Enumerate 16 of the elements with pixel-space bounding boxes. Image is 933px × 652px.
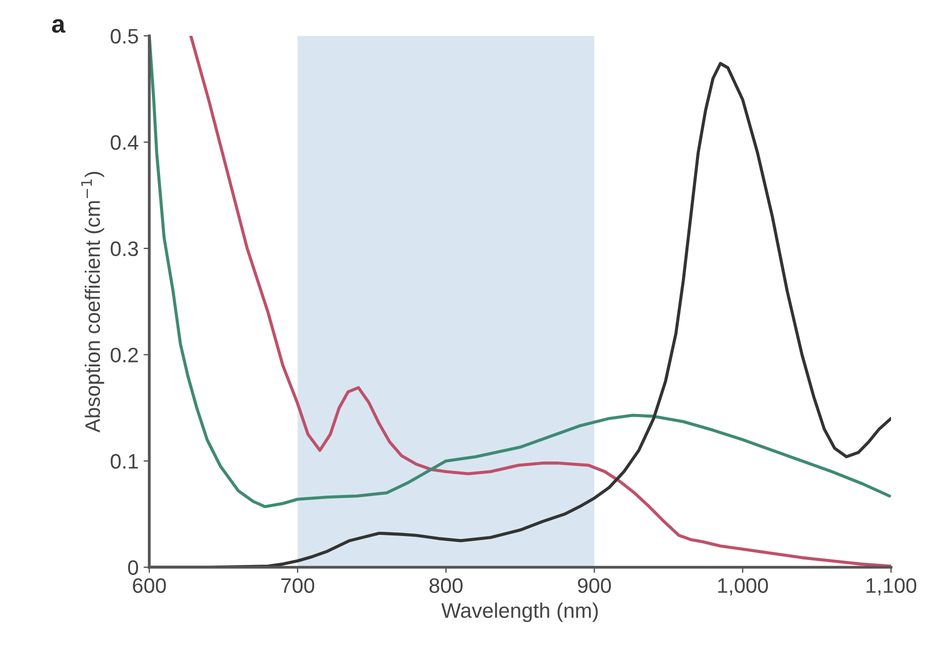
y-tick-label: 0.2 [110,348,138,362]
x-tick-label: 600 [132,578,166,593]
x-tick-label: 700 [281,578,314,593]
y-tick-label: 0.4 [110,135,138,150]
x-tick-label: 1,100 [866,578,916,596]
y-tick-label: 0.1 [110,454,138,469]
x-tick-label: 800 [430,578,463,593]
y-tick-label: 0.3 [110,241,138,256]
x-tick-label: 1,000 [718,578,768,596]
y-tick-label: 0.5 [110,28,138,44]
text: a [52,19,66,33]
line-series [149,36,892,508]
x-tick-label: 900 [578,578,611,593]
y-axis-title: Absoption coefficient (cm$^{−1}$) [81,172,104,433]
y-tick-label: 0 [128,560,138,575]
x-axis-title: Wavelength (nm) [441,602,598,622]
